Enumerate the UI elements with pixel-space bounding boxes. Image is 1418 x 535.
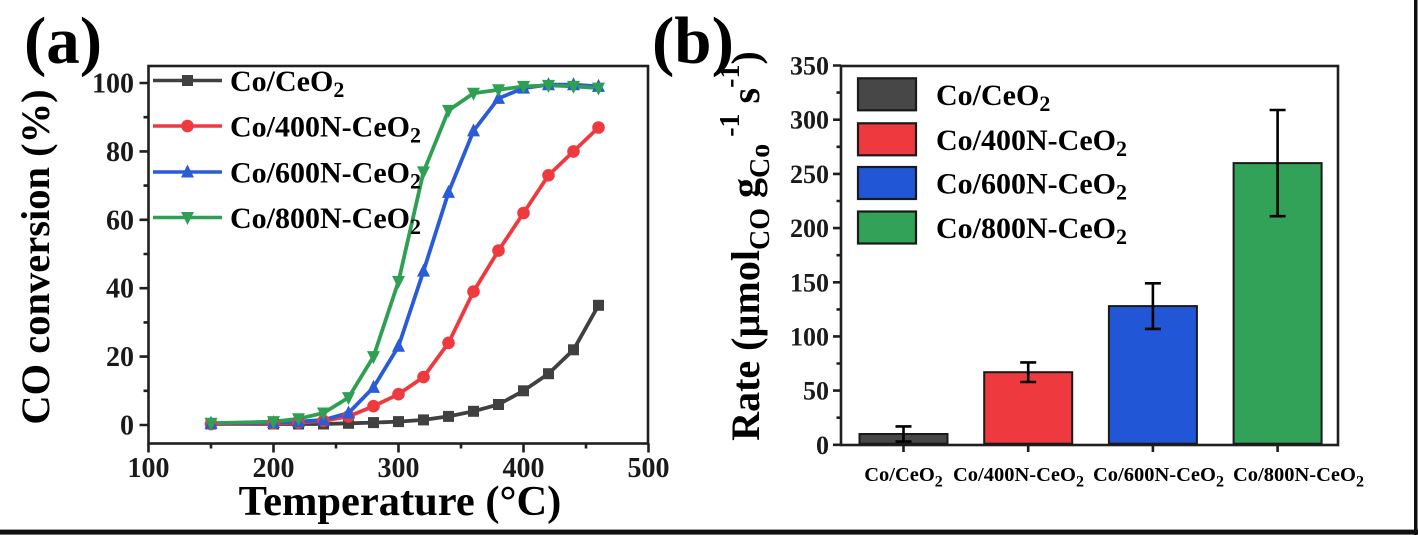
svg-text:Co/400N-CeO2: Co/400N-CeO2 [230, 111, 421, 148]
svg-text:Co/600N-CeO2: Co/600N-CeO2 [230, 157, 421, 194]
svg-text:400: 400 [503, 453, 545, 484]
svg-text:CO conversion (%): CO conversion (%) [13, 89, 58, 424]
svg-text:200: 200 [253, 453, 295, 484]
svg-text:200: 200 [790, 214, 829, 243]
svg-text:20: 20 [106, 342, 134, 373]
svg-text:Co/800N-CeO2: Co/800N-CeO2 [936, 212, 1127, 249]
svg-text:250: 250 [790, 160, 829, 189]
svg-text:300: 300 [378, 453, 420, 484]
svg-text:100: 100 [92, 69, 134, 100]
svg-text:(b): (b) [652, 4, 734, 78]
svg-text:0: 0 [816, 431, 829, 460]
svg-text:350: 350 [790, 52, 829, 81]
svg-text:Co/400N-CeO2: Co/400N-CeO2 [936, 124, 1127, 161]
svg-text:50: 50 [803, 377, 829, 406]
svg-text:150: 150 [790, 268, 829, 297]
svg-text:0: 0 [120, 411, 134, 442]
svg-text:(a): (a) [24, 4, 102, 78]
svg-text:Temperature (°C): Temperature (°C) [239, 478, 562, 525]
svg-text:100: 100 [128, 453, 170, 484]
svg-text:60: 60 [106, 205, 134, 236]
svg-text:80: 80 [106, 137, 134, 168]
svg-text:300: 300 [790, 106, 829, 135]
svg-text:Co/800N-CeO2: Co/800N-CeO2 [230, 202, 421, 239]
svg-text:40: 40 [106, 274, 134, 305]
svg-text:Co/CeO2: Co/CeO2 [936, 79, 1050, 116]
svg-text:Co/600N-CeO2: Co/600N-CeO2 [936, 168, 1127, 205]
svg-text:500: 500 [628, 453, 670, 484]
svg-text:Co/CeO2: Co/CeO2 [230, 65, 344, 102]
svg-text:100: 100 [790, 322, 829, 351]
